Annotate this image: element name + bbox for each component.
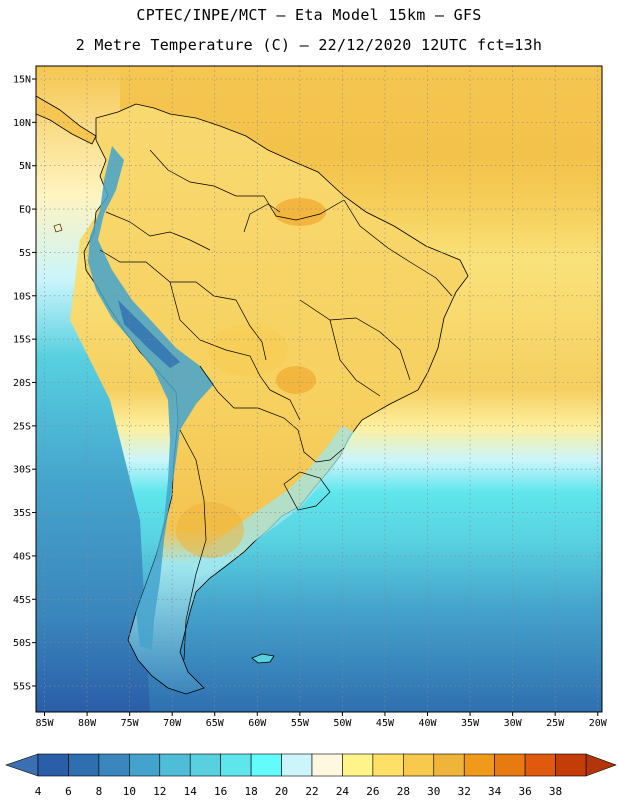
lat-tick-label: EQ [19, 205, 31, 216]
lon-tick-label: 85W [35, 718, 54, 729]
lon-tick-label: 75W [121, 718, 140, 729]
legend-swatch [281, 753, 313, 777]
lon-tick-label: 70W [163, 718, 182, 729]
legend-label: 6 [65, 785, 72, 798]
ocean-field-pacific [36, 66, 150, 712]
title-line-1: CPTEC/INPE/MCT – Eta Model 15km – GFS [136, 6, 482, 24]
color-legend: 4 6 8 10 12 14 16 18 20 22 24 26 28 30 32 34 36 38 [5, 753, 617, 798]
lat-tick-label: 10N [13, 118, 31, 129]
lon-tick-label: 25W [546, 718, 565, 729]
legend-swatch [37, 753, 69, 777]
lon-tick-label: 60W [248, 718, 267, 729]
hot-spot-patagonia-north [176, 502, 244, 558]
legend-swatch [189, 753, 221, 777]
lat-tick-label: 5S [19, 248, 31, 259]
lon-tick-label: 35W [461, 718, 480, 729]
altiplano-cold-core [118, 300, 180, 368]
lat-tick-label: 15S [13, 335, 31, 346]
lon-tick-label: 50W [333, 718, 352, 729]
legend-swatch [494, 753, 526, 777]
warm-zone-central [208, 324, 288, 376]
legend-swatch [220, 753, 252, 777]
legend-swatch [159, 753, 191, 777]
legend-label: 34 [488, 785, 502, 798]
lat-tick-label: 30S [13, 465, 31, 476]
central-america [36, 95, 97, 145]
lat-tick-label: 15N [13, 75, 31, 86]
legend-swatch [68, 753, 100, 777]
legend-label: 14 [184, 785, 198, 798]
lat-tick-label: 10S [13, 291, 31, 302]
lon-tick-label: 30W [504, 718, 523, 729]
legend-label: 10 [123, 785, 136, 798]
hot-spot-amazon [274, 198, 326, 226]
legend-swatch [311, 753, 343, 777]
lat-tick-label: 20S [13, 378, 31, 389]
lon-tick-label: 55W [291, 718, 310, 729]
legend-label: 28 [397, 785, 410, 798]
legend-label: 36 [518, 785, 531, 798]
legend-label: 12 [153, 785, 166, 798]
lat-tick-label: 50S [13, 638, 31, 649]
legend-swatch [342, 753, 374, 777]
lat-tick-label: 5N [19, 161, 31, 172]
legend-label: 16 [214, 785, 227, 798]
axis-ticks: 15N 10N 5N EQ 5S 10S 15S 20S 25S 30S 35S 40S 45S 50S 5… [13, 75, 608, 729]
legend-label: 22 [305, 785, 318, 798]
legend-swatch [433, 753, 465, 777]
legend-label: 8 [96, 785, 103, 798]
temperature-map: 15N 10N 5N EQ 5S 10S 15S 20S 25S 30S 35S 40S 45S 50S 5… [13, 65, 608, 729]
lat-tick-label: 35S [13, 508, 31, 519]
hot-spot-pantanal [276, 366, 316, 394]
legend-swatch [463, 753, 495, 777]
legend-label: 4 [35, 785, 42, 798]
lon-tick-label: 40W [418, 718, 437, 729]
title-line-2: 2 Metre Temperature (C) – 22/12/2020 12U… [75, 36, 543, 54]
lat-tick-label: 55S [13, 681, 31, 692]
lon-tick-label: 20W [589, 718, 608, 729]
legend-high-arrow [585, 753, 617, 777]
map-frame [35, 65, 603, 713]
andes-cold-band [88, 146, 214, 650]
legend-label: 32 [458, 785, 471, 798]
galapagos-islands [53, 223, 63, 233]
lat-tick-label: 40S [13, 551, 31, 562]
lon-tick-label: 45W [376, 718, 395, 729]
legend-label: 26 [366, 785, 379, 798]
legend-swatch [98, 753, 130, 777]
lat-tick-label: 45S [13, 595, 31, 606]
legend-swatch [372, 753, 404, 777]
legend-label: 30 [427, 785, 440, 798]
legend-label: 20 [275, 785, 288, 798]
legend-label: 18 [244, 785, 257, 798]
legend-swatch [524, 753, 556, 777]
lon-tick-label: 65W [206, 718, 225, 729]
legend-swatch [555, 753, 587, 777]
country-borders [99, 149, 453, 661]
legend-swatch [129, 753, 161, 777]
lon-tick-label: 80W [78, 718, 97, 729]
legend-low-arrow [5, 753, 39, 777]
legend-label: 24 [336, 785, 350, 798]
legend-swatch [403, 753, 435, 777]
legend-swatch [250, 753, 282, 777]
legend-label: 38 [549, 785, 562, 798]
lat-tick-label: 25S [13, 421, 31, 432]
